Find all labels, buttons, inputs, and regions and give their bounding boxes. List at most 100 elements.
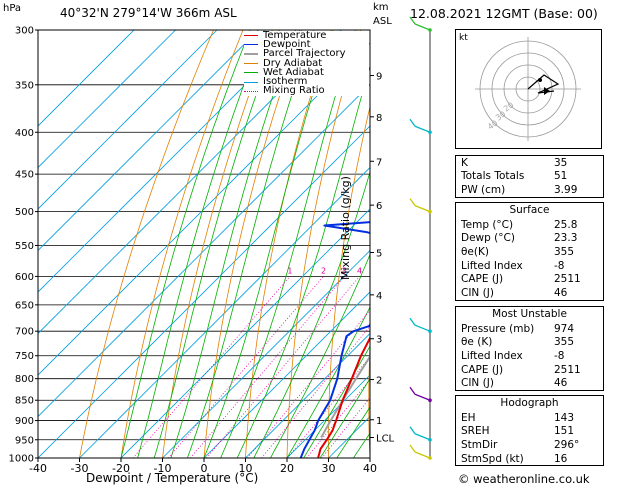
x-tick-label: 40 (363, 462, 377, 475)
mixing-ratio-line (168, 276, 324, 458)
wet-adiabat (153, 30, 280, 458)
wet-adiabat (369, 457, 370, 458)
legend-item: Mixing Ratio (244, 85, 369, 97)
legend-item: Dry Adiabat (244, 57, 369, 69)
legend-label: Mixing Ratio (263, 85, 325, 97)
isotherm (412, 30, 446, 458)
hodograph-indices-title: Hodograph (500, 397, 559, 409)
wind-barb (414, 324, 431, 332)
hodograph-index-row: EH 143 (456, 411, 603, 425)
indices-top-panel: K 35 Totals Totals 51 PW (cm) 3.99 (455, 155, 604, 198)
km-tick-label: LCL (376, 434, 395, 445)
wind-barb-flag (409, 386, 416, 395)
legend-label: Wet Adiabat (263, 66, 324, 78)
km-tick-label: 7 (376, 157, 382, 168)
wind-barb-flag (409, 317, 416, 326)
wind-barb (414, 433, 431, 441)
wet-adiabat (336, 406, 370, 458)
pressure-tick-label: 400 (15, 128, 34, 139)
pressure-tick-label: 950 (15, 435, 34, 446)
km-tick-label: 3 (376, 335, 382, 346)
dry-adiabat (368, 337, 370, 458)
dry-adiabat (162, 30, 273, 458)
dry-adiabat (245, 30, 332, 458)
km-label: km (373, 2, 389, 13)
wind-barb-dot (428, 130, 432, 135)
pressure-tick-label: 350 (15, 80, 34, 91)
location-title: 40°32'N 279°14'W 366m ASL (60, 6, 237, 20)
surface-label: CIN (J) (461, 286, 494, 299)
isotherm (245, 332, 370, 458)
hodograph-index-row: StmDir 296° (456, 438, 603, 452)
index-row: PW (cm) 3.99 (456, 183, 603, 197)
surface-label: θe(K) (461, 245, 489, 258)
wet-adiabat (253, 170, 370, 458)
legend-item: Isotherm (244, 77, 369, 87)
wet-adiabat (236, 64, 370, 458)
mixing-ratio-label: 3 (342, 266, 347, 275)
hpa-label: hPa (3, 3, 22, 14)
hodograph-indices-panel: Hodograph EH 143 SREH 151 StmDir 296° StmSpd (… (455, 395, 604, 467)
hodograph-index-label: SREH (461, 425, 490, 438)
hodograph-index-value: 143 (554, 411, 575, 424)
wind-barb-flag (409, 198, 416, 206)
surface-value: 46 (554, 286, 568, 299)
mixing-ratio-line (261, 325, 370, 458)
wind-barb-flag (409, 444, 416, 453)
surface-title: Surface (509, 204, 550, 216)
legend-swatch (244, 72, 258, 74)
legend-label: Dry Adiabat (263, 57, 323, 69)
x-tick-label: -40 (29, 462, 47, 475)
surface-value: -8 (554, 259, 565, 272)
temperature-line (317, 335, 370, 458)
legend-item: Temperature (244, 30, 369, 40)
hodograph-index-value: 296° (554, 438, 580, 451)
most-unstable-row: CIN (J) 46 (456, 376, 603, 390)
most-unstable-panel: Most Unstable Pressure (mb) 974 θe (K) 355 L… (455, 306, 604, 391)
legend-swatch (244, 90, 258, 92)
skew-t-chart: 1234810152025 30035040045050055060065070… (9, 16, 446, 475)
wind-barb (414, 393, 431, 401)
hodograph-index-label: StmDir (461, 438, 498, 451)
index-label: K (461, 156, 468, 169)
wind-barb-dot (428, 28, 432, 32)
wet-adiabat (137, 30, 265, 458)
pressure-tick-label: 600 (15, 272, 34, 283)
most-unstable-row: Pressure (mb) 974 (456, 322, 603, 336)
km-tick-label: 6 (376, 201, 382, 212)
asl-label: ASL (373, 16, 392, 27)
index-value: 35 (554, 156, 568, 169)
most-unstable-row: θe (K) 355 (456, 336, 603, 350)
legend-label: Parcel Trajectory (263, 48, 346, 60)
x-tick-label: 10 (239, 462, 253, 475)
pressure-tick-label: 850 (15, 396, 34, 407)
x-tick-label: -10 (154, 462, 172, 475)
most-unstable-label: CIN (J) (461, 377, 494, 390)
isotherm (162, 249, 370, 458)
isotherm (38, 30, 176, 169)
km-tick-label: 4 (376, 291, 382, 302)
pressure-tick-label: 1000 (9, 454, 34, 465)
isotherm (79, 166, 370, 458)
index-label: PW (cm) (461, 183, 506, 196)
surface-label: CAPE (J) (461, 273, 504, 286)
x-tick-label: 20 (280, 462, 294, 475)
pressure-tick-label: 800 (15, 374, 34, 385)
pressure-tick-label: 650 (15, 300, 34, 311)
wet-adiabat (203, 30, 334, 458)
mixing-ratio-label: 10 (406, 266, 416, 275)
legend-item: Dewpoint (244, 39, 369, 49)
datetime-title: 12.08.2021 12GMT (Base: 00) (410, 6, 598, 21)
surface-row: Dewp (°C) 23.3 (456, 232, 603, 246)
x-tick-label: -30 (71, 462, 89, 475)
isotherm (38, 30, 342, 335)
isotherm (38, 30, 135, 127)
isotherm (203, 291, 370, 458)
km-tick-label: 1 (376, 416, 382, 427)
surface-value: 23.3 (554, 232, 578, 245)
wet-adiabat (319, 377, 370, 458)
wind-barb-dot (428, 437, 432, 442)
wind-barb-dot (428, 456, 432, 460)
wet-adiabat (270, 253, 370, 458)
surface-panel: Surface Temp (°C) 25.8 Dewp (°C) 23.3 θe(K) 3… (455, 202, 604, 301)
